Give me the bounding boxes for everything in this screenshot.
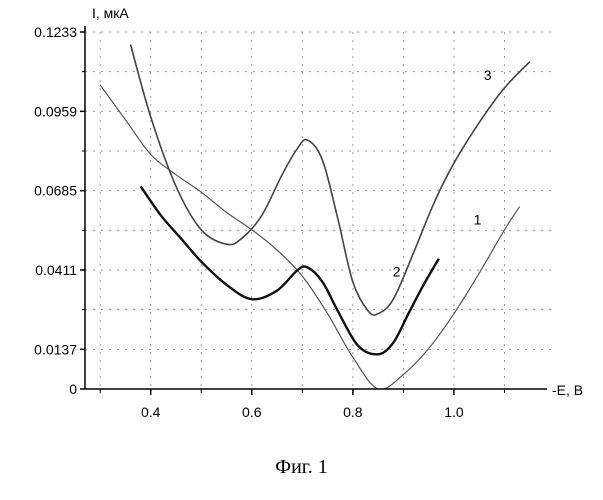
x-tick-label: 0.4: [141, 404, 161, 420]
curve-labels: 1 2 3: [393, 67, 492, 280]
y-tick-label: 0.0959: [34, 103, 77, 119]
ticks: 0 0.0137 0.0411 0.0685 0.0959 0.1233 0.4 0.6 0.8…: [34, 24, 504, 420]
y-tick-label: 0.0411: [35, 262, 77, 278]
series-3-line: [131, 45, 530, 316]
series-1-line: [100, 85, 519, 389]
y-tick-label: 0.1233: [34, 24, 77, 40]
y-axis-title: I, мкА: [92, 5, 129, 21]
grid: [85, 32, 555, 389]
chart: 0 0.0137 0.0411 0.0685 0.0959 0.1233 0.4 0.6 0.8…: [0, 0, 603, 450]
figure-caption: Фиг. 1: [0, 456, 603, 479]
x-tick-label: 0.8: [343, 404, 363, 420]
series-2-label: 2: [393, 264, 401, 280]
y-tick-label: 0: [69, 381, 77, 397]
x-axis-title: -E, В: [552, 382, 583, 398]
y-tick-label: 0.0685: [34, 183, 77, 199]
y-tick-label: 0.0137: [34, 341, 77, 357]
series-3-label: 3: [484, 67, 492, 83]
x-tick-label: 1.0: [444, 404, 464, 420]
curves: [100, 45, 530, 390]
series-1-label: 1: [474, 212, 482, 228]
x-tick-label: 0.6: [242, 404, 262, 420]
